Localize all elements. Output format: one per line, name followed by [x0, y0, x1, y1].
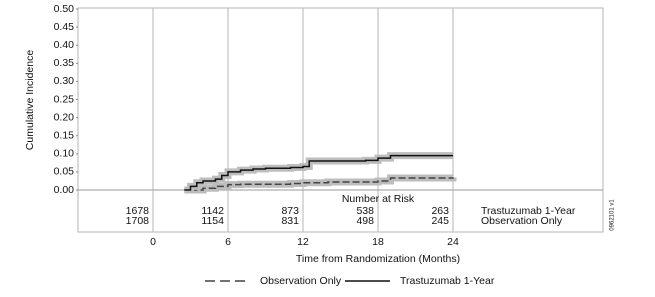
confidence-band — [190, 174, 457, 194]
y-tick-label: 0.50 — [54, 3, 75, 15]
y-tick-label: 0.20 — [54, 111, 75, 123]
risk-count: 1708 — [126, 215, 150, 227]
y-tick-label: 0.05 — [54, 166, 75, 178]
risk-count: 1678 — [126, 205, 150, 217]
y-tick-label: 0.45 — [54, 21, 75, 33]
risk-count: 873 — [281, 205, 299, 217]
y-tick-label: 0.30 — [54, 75, 75, 87]
legend-label: Trastuzumab 1-Year — [400, 275, 495, 287]
x-tick-label: 6 — [225, 236, 231, 248]
y-tick-label: 0.35 — [54, 57, 75, 69]
code-label: 0962101 v1 — [610, 199, 616, 231]
risk-count: 263 — [431, 205, 449, 217]
y-tick-label: 0.10 — [54, 148, 75, 160]
y-tick-label: 0.00 — [54, 184, 75, 196]
risk-row-name: Observation Only — [481, 215, 563, 227]
risk-count: 1142 — [201, 205, 224, 217]
y-axis-label: Cumulative Incidence — [24, 50, 36, 151]
risk-count: 245 — [431, 215, 449, 227]
risk-table-title: Number at Risk — [342, 193, 415, 205]
legend-label: Observation Only — [260, 275, 342, 287]
risk-count: 498 — [356, 215, 374, 227]
risk-count: 831 — [281, 215, 299, 227]
series-line — [190, 177, 454, 191]
plot-frame — [77, 7, 604, 233]
series-line — [184, 154, 453, 191]
x-tick-label: 24 — [447, 236, 459, 248]
risk-count: 538 — [356, 205, 374, 217]
risk-count: 1154 — [201, 215, 224, 227]
y-tick-label: 0.25 — [54, 93, 75, 105]
y-tick-label: 0.40 — [54, 39, 75, 51]
x-tick-label: 0 — [150, 236, 156, 248]
y-tick-label: 0.15 — [54, 129, 75, 141]
x-axis-label: Time from Randomization (Months) — [296, 253, 460, 265]
x-tick-label: 12 — [297, 236, 309, 248]
x-tick-label: 18 — [372, 236, 384, 248]
risk-row-name: Trastuzumab 1-Year — [481, 205, 576, 217]
